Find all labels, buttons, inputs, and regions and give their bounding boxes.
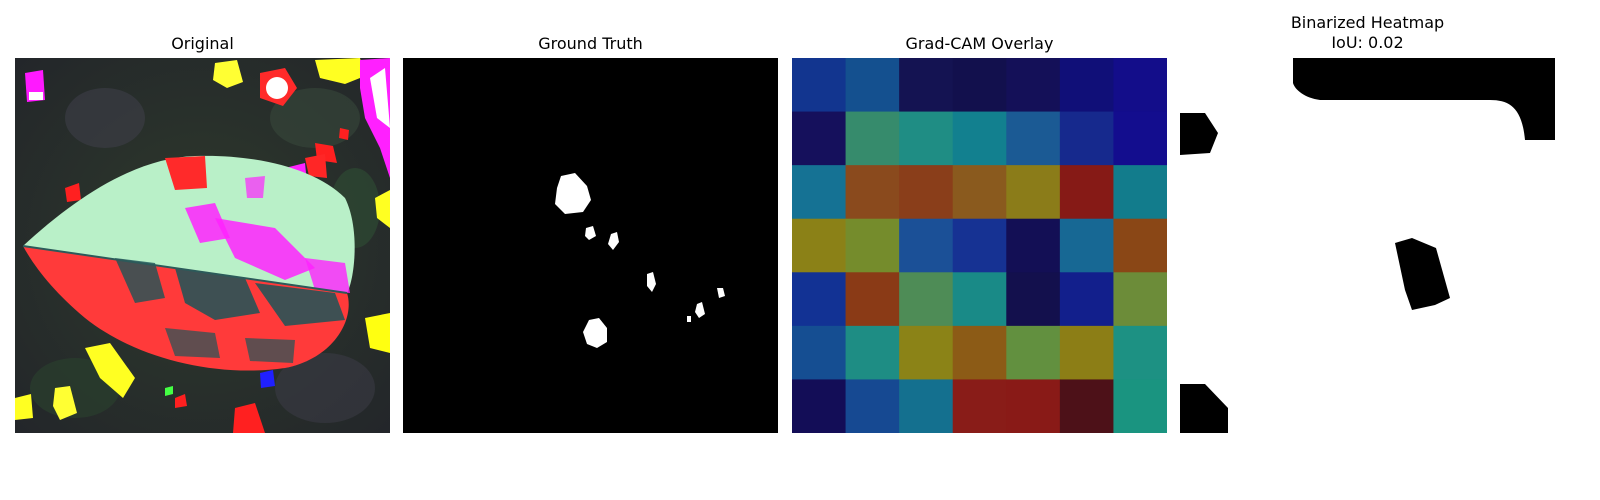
ground-truth-panel (403, 58, 778, 433)
gradcam-cell (792, 218, 847, 273)
gradcam-panel (792, 58, 1167, 433)
gradcam-cell (952, 58, 1007, 113)
gradcam-cell (952, 325, 1007, 380)
gradcam-cell (845, 272, 900, 327)
gradcam-cell (1113, 218, 1167, 273)
gradcam-cell (899, 325, 954, 380)
gradcam-cell (952, 218, 1007, 273)
gradcam-cell (845, 325, 900, 380)
ground-truth-title: Ground Truth (538, 34, 643, 53)
gradcam-cell (1006, 111, 1061, 166)
gradcam-cell (1059, 58, 1114, 113)
gradcam-cell (1059, 379, 1114, 433)
gradcam-cell (899, 165, 954, 220)
gradcam-cell (845, 379, 900, 433)
gradcam-cell (1113, 58, 1167, 113)
ground-truth-mask (403, 58, 778, 433)
gradcam-cell (792, 58, 847, 113)
gradcam-cell (845, 218, 900, 273)
gradcam-cell (899, 379, 954, 433)
gradcam-cell (1113, 325, 1167, 380)
gradcam-cell (1059, 325, 1114, 380)
gradcam-cell (899, 111, 954, 166)
gradcam-cell (1006, 165, 1061, 220)
gradcam-cell (845, 58, 900, 113)
gradcam-cell (899, 218, 954, 273)
gradcam-cell (899, 272, 954, 327)
gradcam-cell (952, 165, 1007, 220)
original-title: Original (171, 34, 234, 53)
gradcam-cell (845, 111, 900, 166)
gradcam-cell (1006, 218, 1061, 273)
gradcam-cell (845, 165, 900, 220)
gradcam-cell (792, 165, 847, 220)
gradcam-cell (792, 111, 847, 166)
gradcam-cell (952, 379, 1007, 433)
gradcam-cell (1059, 218, 1114, 273)
gradcam-cell (1006, 58, 1061, 113)
gradcam-title: Grad-CAM Overlay (905, 34, 1054, 53)
binarized-heatmap (1180, 58, 1555, 433)
binarized-panel (1180, 58, 1555, 433)
gradcam-cell (952, 111, 1007, 166)
gradcam-cell (1059, 165, 1114, 220)
gradcam-cell (792, 325, 847, 380)
gradcam-cell (952, 272, 1007, 327)
gradcam-cell (1006, 325, 1061, 380)
gradcam-cell (1113, 272, 1167, 327)
gradcam-cell (792, 379, 847, 433)
gradcam-cell (1113, 379, 1167, 433)
gradcam-cell (1059, 272, 1114, 327)
gradcam-cell (1113, 111, 1167, 166)
gradcam-cell (899, 58, 954, 113)
binarized-title: Binarized Heatmap IoU: 0.02 (1290, 13, 1445, 52)
gradcam-cell (792, 272, 847, 327)
gradcam-cell (1059, 111, 1114, 166)
gradcam-cell (1006, 272, 1061, 327)
gradcam-cell (1113, 165, 1167, 220)
original-image-panel (15, 58, 390, 433)
gradcam-cell (1006, 379, 1061, 433)
gradcam-overlay (792, 58, 1167, 433)
original-leaf-image (15, 58, 390, 433)
